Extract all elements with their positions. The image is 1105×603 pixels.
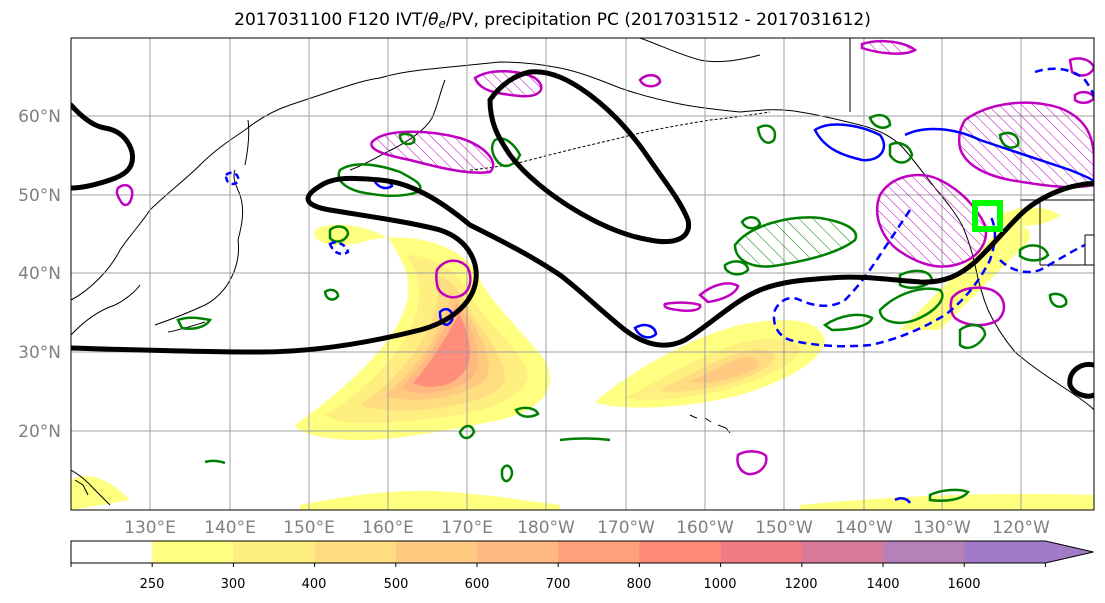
colorbar-label: 1000 xyxy=(703,577,736,592)
colorbar-label: 700 xyxy=(546,577,571,592)
colorbar: 250 300 400 500 600 700 800 1000 1200 14… xyxy=(70,540,1094,592)
colorbar-segment xyxy=(964,541,1046,563)
title-theta-subscript: e xyxy=(438,17,446,31)
lon-label: 120°W xyxy=(992,518,1050,538)
lon-label: 140°W xyxy=(835,518,893,538)
colorbar-labels: 250 300 400 500 600 700 800 1000 1200 14… xyxy=(140,577,981,592)
colorbar-segments xyxy=(70,540,1094,564)
colorbar-segment xyxy=(71,541,153,563)
map-frame xyxy=(70,37,1095,511)
colorbar-segment xyxy=(152,541,234,563)
target-region-box xyxy=(972,200,1003,232)
lon-label: 150°W xyxy=(755,518,813,538)
colorbar-label: 800 xyxy=(627,577,652,592)
title-suffix: /PV, precipitation PC (2017031512 - 2017… xyxy=(445,10,871,30)
lon-label: 170°W xyxy=(597,518,655,538)
colorbar-label: 500 xyxy=(384,577,409,592)
colorbar-label: 300 xyxy=(221,577,246,592)
colorbar-segment xyxy=(477,541,559,563)
lon-label: 130°E xyxy=(124,518,176,538)
latitude-labels: 60°N 50°N 40°N 30°N 20°N xyxy=(18,107,61,442)
lon-label: 150°E xyxy=(283,518,335,538)
colorbar-label: 1600 xyxy=(947,577,980,592)
ivt-plume-east xyxy=(900,225,1031,330)
longitude-labels: 130°E 140°E 150°E 160°E 170°E 180°W 170°… xyxy=(124,518,1050,538)
ivt-strip-sw xyxy=(71,476,130,510)
ivt-strip-south xyxy=(300,490,560,510)
coastlines xyxy=(71,38,1094,506)
colorbar-segment xyxy=(395,541,478,563)
lat-label: 20°N xyxy=(18,422,61,442)
lat-label: 50°N xyxy=(18,186,61,206)
colorbar-segment xyxy=(639,541,722,563)
colorbar-ticks xyxy=(70,563,1046,567)
lon-label: 130°W xyxy=(913,518,971,538)
ivt-plume-central xyxy=(595,320,825,408)
colorbar-segment xyxy=(720,541,803,563)
colorbar-segment xyxy=(314,541,397,563)
colorbar-outline xyxy=(70,540,1094,564)
black-contours xyxy=(71,69,1094,399)
colorbar-segment xyxy=(883,541,965,563)
colorbar-segment xyxy=(233,541,316,563)
colorbar-label: 400 xyxy=(302,577,327,592)
colorbar-segment xyxy=(558,541,640,563)
title-prefix: 2017031100 F120 IVT/ xyxy=(234,10,429,30)
colorbar-extend-arrow xyxy=(1045,541,1094,563)
precip-contours xyxy=(176,113,1068,502)
lat-label: 40°N xyxy=(18,264,61,284)
colorbar-label: 1200 xyxy=(784,577,817,592)
figure-title: 2017031100 F120 IVT/θe/PV, precipitation… xyxy=(0,10,1105,31)
lon-label: 170°E xyxy=(441,518,493,538)
lat-label: 30°N xyxy=(18,343,61,363)
ivt-plume-west xyxy=(295,224,550,440)
colorbar-segment xyxy=(801,541,884,563)
lat-label: 60°N xyxy=(18,107,61,127)
lon-label: 180°W xyxy=(517,518,575,538)
title-theta: θ xyxy=(428,10,439,30)
colorbar-label: 250 xyxy=(140,577,165,592)
lon-label: 140°E xyxy=(204,518,256,538)
lon-label: 160°W xyxy=(676,518,734,538)
lon-label: 160°E xyxy=(362,518,414,538)
colorbar-label: 1400 xyxy=(866,577,899,592)
colorbar-label: 600 xyxy=(465,577,490,592)
